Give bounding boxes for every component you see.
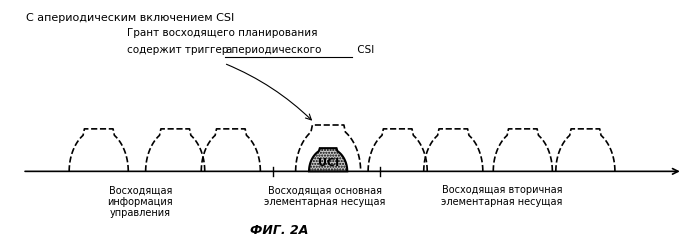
Text: Грант восходящего планирования: Грант восходящего планирования	[126, 28, 317, 38]
Text: содержит триггер: содержит триггер	[126, 46, 231, 56]
Polygon shape	[309, 148, 348, 171]
Text: С апериодическим включением CSI: С апериодическим включением CSI	[26, 13, 234, 23]
Text: UCI: UCI	[318, 158, 339, 168]
Text: CSI: CSI	[354, 46, 374, 56]
Text: Восходящая вторичная
элементарная несущая: Восходящая вторичная элементарная несуща…	[441, 185, 563, 207]
Text: ФИГ. 2А: ФИГ. 2А	[251, 224, 309, 237]
Text: Восходящая
информация
управления: Восходящая информация управления	[107, 185, 173, 218]
Text: Восходящая основная
элементарная несущая: Восходящая основная элементарная несущая	[264, 185, 385, 207]
Polygon shape	[309, 148, 348, 171]
Text: апериодического: апериодического	[225, 46, 322, 56]
